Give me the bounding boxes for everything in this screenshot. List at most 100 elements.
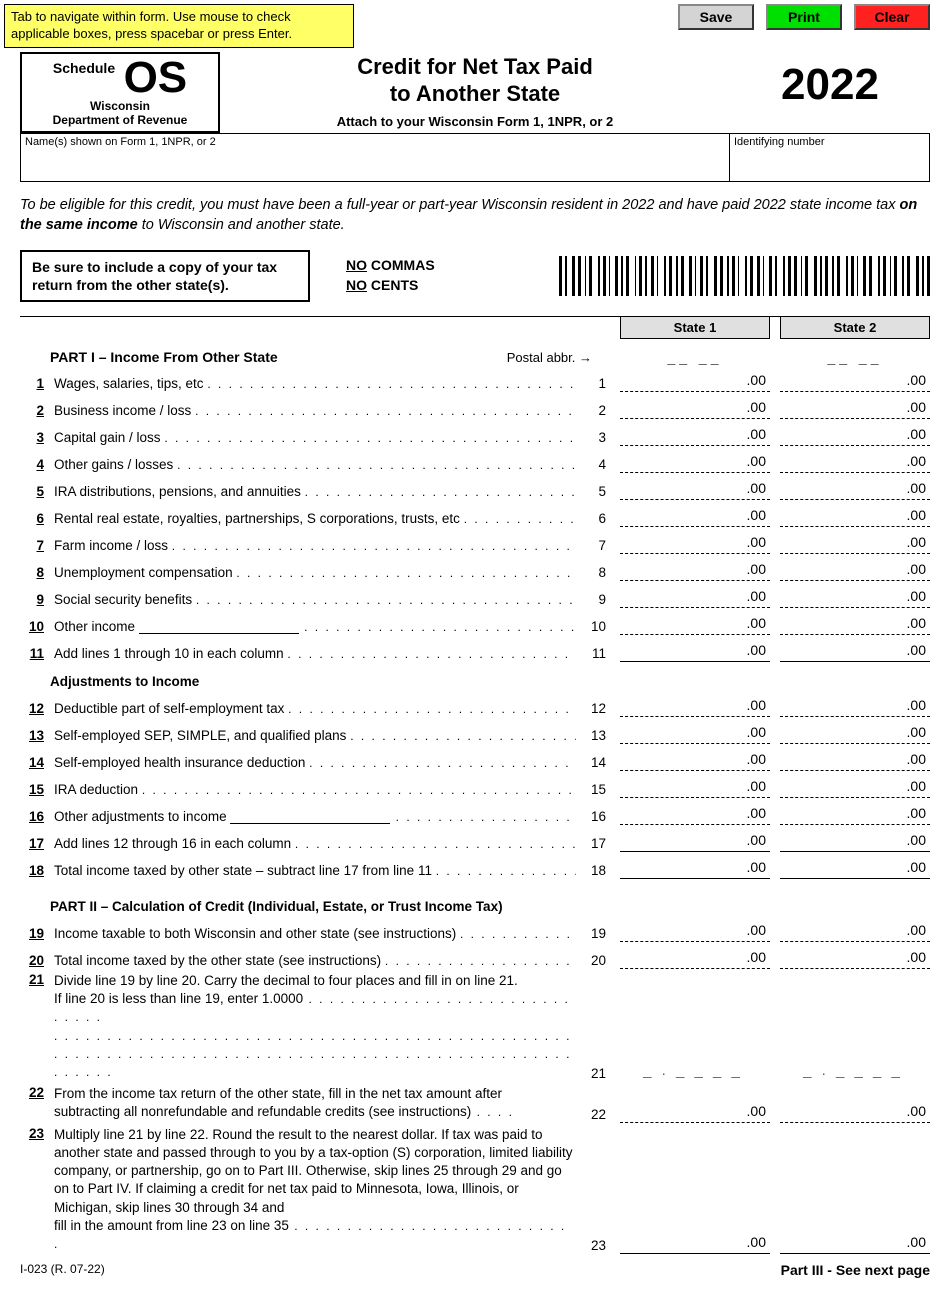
line-19-state1-input[interactable]: .00 <box>620 922 770 942</box>
line-3: 3 Capital gain / loss 3 .00 .00 <box>20 422 930 446</box>
line-14-state2-input[interactable]: .00 <box>780 751 930 771</box>
line-10-text-input[interactable] <box>139 618 299 634</box>
line-13: 13 Self-employed SEP, SIMPLE, and qualif… <box>20 720 930 744</box>
line-20-state2-input[interactable]: .00 <box>780 949 930 969</box>
state1-header: State 1 <box>620 317 770 339</box>
line-21: 21 Divide line 19 by line 20. Carry the … <box>20 972 930 1082</box>
line-22-state1-input[interactable]: .00 <box>620 1103 770 1123</box>
part1-title-row: PART I – Income From Other State Postal … <box>50 349 930 365</box>
line-3-number: 3 <box>20 430 44 446</box>
line-1-state2-input[interactable]: .00 <box>780 372 930 392</box>
form-header: Schedule OS Wisconsin Department of Reve… <box>20 48 930 135</box>
line-7-state1-input[interactable]: .00 <box>620 534 770 554</box>
line-3-state1-input[interactable]: .00 <box>620 426 770 446</box>
print-button[interactable]: Print <box>766 4 842 30</box>
line-18-state2-input[interactable]: .00 <box>780 859 930 879</box>
line-16-state1-input[interactable]: .00 <box>620 805 770 825</box>
line-16-state2-input[interactable]: .00 <box>780 805 930 825</box>
line-9-state2-input[interactable]: .00 <box>780 588 930 608</box>
line-12-state1-input[interactable]: .00 <box>620 697 770 717</box>
line-22-state2-input[interactable]: .00 <box>780 1103 930 1123</box>
line-2-state2-input[interactable]: .00 <box>780 399 930 419</box>
line-4-state2-input[interactable]: .00 <box>780 453 930 473</box>
line-18-label: Total income taxed by other state – subt… <box>54 863 576 879</box>
line-21-rnum: 21 <box>584 1066 606 1082</box>
line-11-state1-input[interactable]: .00 <box>620 642 770 662</box>
line-12-rnum: 12 <box>584 701 606 717</box>
line-18-rnum: 18 <box>584 863 606 879</box>
save-button[interactable]: Save <box>678 4 754 30</box>
line-1-state1-input[interactable]: .00 <box>620 372 770 392</box>
line-8-state2-input[interactable]: .00 <box>780 561 930 581</box>
line-6-state1-input[interactable]: .00 <box>620 507 770 527</box>
line-17-state1-input[interactable]: .00 <box>620 832 770 852</box>
line-16-text-input[interactable] <box>230 808 390 824</box>
line-7-rnum: 7 <box>584 538 606 554</box>
line-21-state1-input[interactable]: _ . _ _ _ _ <box>620 1062 770 1082</box>
line-14-state1-input[interactable]: .00 <box>620 751 770 771</box>
line-9-label: Social security benefits <box>54 592 576 608</box>
line-10-state1-input[interactable]: .00 <box>620 615 770 635</box>
line-13-rnum: 13 <box>584 728 606 744</box>
line-21-label: Divide line 19 by line 20. Carry the dec… <box>54 972 576 1082</box>
line-17-label: Add lines 12 through 16 in each column <box>54 836 576 852</box>
line-3-state2-input[interactable]: .00 <box>780 426 930 446</box>
line-23-state2-input[interactable]: .00 <box>780 1234 930 1254</box>
schedule-word: Schedule <box>53 60 115 76</box>
line-12-state2-input[interactable]: .00 <box>780 697 930 717</box>
line-9-number: 9 <box>20 592 44 608</box>
line-17-state2-input[interactable]: .00 <box>780 832 930 852</box>
line-6-rnum: 6 <box>584 511 606 527</box>
line-6-state2-input[interactable]: .00 <box>780 507 930 527</box>
line-9-state1-input[interactable]: .00 <box>620 588 770 608</box>
identity-row: Name(s) shown on Form 1, 1NPR, or 2 Iden… <box>20 134 930 182</box>
line-22-rnum: 22 <box>584 1107 606 1123</box>
line-7-state2-input[interactable]: .00 <box>780 534 930 554</box>
line-21-state2-input[interactable]: _ . _ _ _ _ <box>780 1062 930 1082</box>
line-8-state1-input[interactable]: .00 <box>620 561 770 581</box>
line-4-rnum: 4 <box>584 457 606 473</box>
clear-button[interactable]: Clear <box>854 4 930 30</box>
line-11-state2-input[interactable]: .00 <box>780 642 930 662</box>
line-22-label: From the income tax return of the other … <box>54 1085 576 1122</box>
formatting-notice: NO COMMAS NO CENTS <box>346 256 435 295</box>
line-2-rnum: 2 <box>584 403 606 419</box>
line-10: 10 Other income 10 .00 .00 <box>20 611 930 635</box>
line-5-state1-input[interactable]: .00 <box>620 480 770 500</box>
form-title-line1: Credit for Net Tax Paid <box>230 54 720 79</box>
line-5-state2-input[interactable]: .00 <box>780 480 930 500</box>
line-15-state2-input[interactable]: .00 <box>780 778 930 798</box>
line-11-number: 11 <box>20 646 44 662</box>
line-18-number: 18 <box>20 863 44 879</box>
line-7-number: 7 <box>20 538 44 554</box>
copy-return-notice: Be sure to include a copy of your tax re… <box>20 250 310 302</box>
tax-year: 2022 <box>730 52 930 134</box>
line-10-state2-input[interactable]: .00 <box>780 615 930 635</box>
schedule-box: Schedule OS Wisconsin Department of Reve… <box>20 52 220 134</box>
line-19-rnum: 19 <box>584 926 606 942</box>
id-number-field-label[interactable]: Identifying number <box>730 134 930 182</box>
line-13-state1-input[interactable]: .00 <box>620 724 770 744</box>
postal-slot-state1[interactable]: __ __ <box>620 349 770 365</box>
line-13-number: 13 <box>20 728 44 744</box>
line-13-state2-input[interactable]: .00 <box>780 724 930 744</box>
line-15-label: IRA deduction <box>54 782 576 798</box>
line-15-state1-input[interactable]: .00 <box>620 778 770 798</box>
action-buttons: Save Print Clear <box>678 4 930 30</box>
line-2-state1-input[interactable]: .00 <box>620 399 770 419</box>
line-12-number: 12 <box>20 701 44 717</box>
name-field-label[interactable]: Name(s) shown on Form 1, 1NPR, or 2 <box>20 134 730 182</box>
next-page-note: Part III - See next page <box>781 1262 930 1278</box>
line-14-rnum: 14 <box>584 755 606 771</box>
line-11: 11 Add lines 1 through 10 in each column… <box>20 638 930 662</box>
line-6-label: Rental real estate, royalties, partnersh… <box>54 511 576 527</box>
line-19-state2-input[interactable]: .00 <box>780 922 930 942</box>
postal-slot-state2[interactable]: __ __ <box>780 349 930 365</box>
line-20-state1-input[interactable]: .00 <box>620 949 770 969</box>
line-18-state1-input[interactable]: .00 <box>620 859 770 879</box>
line-2-label: Business income / loss <box>54 403 576 419</box>
line-4-state1-input[interactable]: .00 <box>620 453 770 473</box>
line-2: 2 Business income / loss 2 .00 .00 <box>20 395 930 419</box>
line-23-state1-input[interactable]: .00 <box>620 1234 770 1254</box>
line-5: 5 IRA distributions, pensions, and annui… <box>20 476 930 500</box>
